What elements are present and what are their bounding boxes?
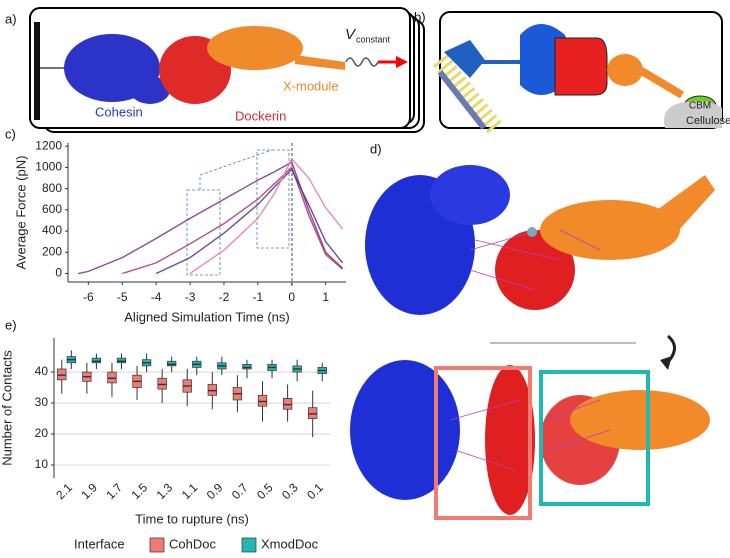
y-tick-label: 400 (42, 223, 62, 237)
x-tick-label: 0.7 (229, 480, 251, 502)
box (107, 371, 117, 384)
y-tick-label: 40 (35, 364, 49, 378)
box (308, 407, 318, 419)
x-tick-label: 0.3 (279, 480, 301, 502)
legend-title: Interface (74, 536, 125, 551)
x-tick-label: -6 (83, 290, 94, 304)
x-tick-label: 2.1 (53, 480, 75, 502)
y-axis-label: Number of Contacts (0, 350, 14, 466)
x-tick-label: -5 (117, 290, 128, 304)
x-tick-label: -4 (151, 290, 162, 304)
box (116, 357, 127, 364)
y-tick-label: 800 (42, 181, 62, 195)
x-tick-label: 1.9 (78, 480, 100, 502)
panel-label: a) (5, 11, 17, 26)
x-tick-label: 1.7 (103, 480, 125, 502)
x-tick-label: 1.5 (128, 480, 150, 502)
x-tick-label: -2 (219, 290, 230, 304)
x-axis-label: Time to rupture (ns) (135, 511, 249, 526)
y-tick-label: 1000 (35, 160, 62, 174)
force-trace (122, 166, 344, 275)
force-symbol: V (345, 26, 357, 43)
y-tick-label: 30 (35, 395, 49, 409)
x-tick-label: 1.1 (179, 480, 201, 502)
panel-label: c) (5, 126, 16, 141)
force-trace (155, 168, 344, 275)
panel-c-annotations (186, 143, 293, 288)
y-tick-label: 200 (42, 244, 62, 258)
x-tick-label: 0.9 (204, 480, 226, 502)
box (257, 394, 268, 407)
box (282, 398, 293, 410)
x-tick-label: 1 (322, 290, 329, 304)
box (57, 368, 67, 381)
y-axis-label: Average Force (pN) (13, 156, 28, 270)
x-tick-label: -3 (185, 290, 196, 304)
box (157, 377, 167, 390)
x-tick-label: 0.5 (254, 480, 276, 502)
box (91, 357, 102, 364)
x-tick-label: 1.3 (154, 480, 176, 502)
x-axis-label: Aligned Simulation Time (ns) (124, 309, 289, 324)
x-tick-label: 0.1 (304, 480, 326, 502)
dockerin-label: Dockerin (235, 108, 286, 123)
cellulose-label: Cellulose (686, 115, 730, 127)
legend-label: CohDoc (169, 536, 216, 551)
box (207, 384, 217, 396)
box (242, 363, 252, 370)
cohesin-label: Cohesin (95, 104, 143, 119)
panel-d-art (350, 165, 715, 520)
panel-label: d) (370, 141, 382, 156)
panel-a-art (29, 7, 425, 133)
y-tick-label: 0 (55, 266, 62, 280)
xmodule-label: X-module (283, 78, 339, 93)
y-tick-label: 20 (35, 426, 49, 440)
force-subscript: constant (356, 34, 391, 44)
panel-label: e) (5, 317, 17, 332)
cbm-label: CBM (689, 101, 711, 112)
force-trace (78, 161, 344, 275)
legend-label: XmodDoc (261, 536, 319, 551)
x-tick-label: 0 (288, 290, 295, 304)
y-tick-label: 1200 (35, 138, 62, 152)
force-trace (189, 157, 344, 275)
y-tick-label: 10 (35, 457, 49, 471)
legend-swatch (241, 537, 257, 553)
panel-label: b) (414, 9, 426, 24)
y-tick-label: 600 (42, 202, 62, 216)
box (167, 360, 177, 367)
legend-swatch (149, 537, 165, 553)
panel-b-art (433, 11, 723, 134)
x-tick-label: -1 (253, 290, 264, 304)
